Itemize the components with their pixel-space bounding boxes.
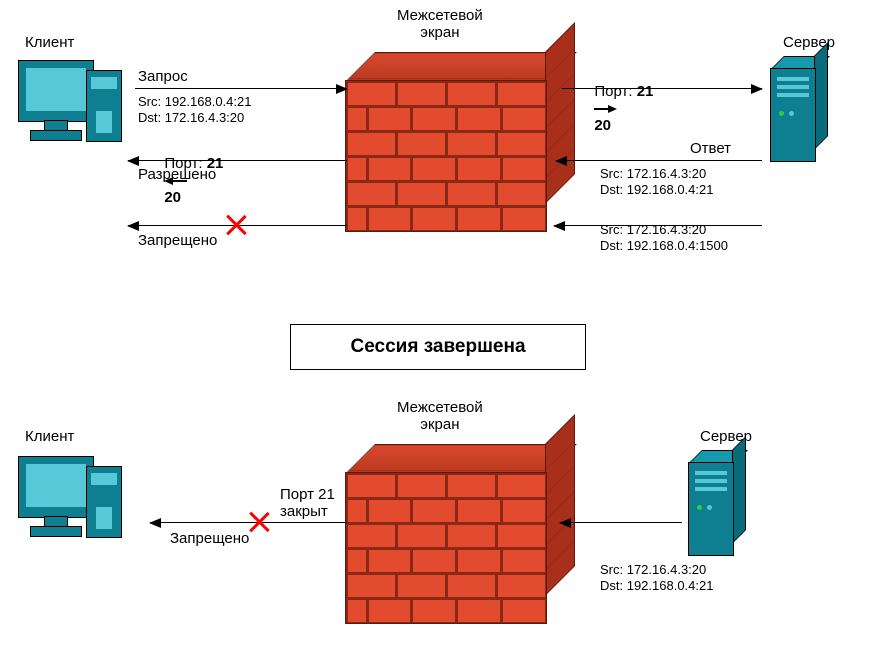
- deny2-label: Запрещено: [170, 530, 249, 547]
- port-to-2: 20: [164, 189, 181, 206]
- port-closed-label: Порт 21 закрыт: [280, 486, 335, 520]
- deny2-dst: Dst: 192.168.0.4:21: [600, 578, 713, 593]
- reply-label: Ответ: [690, 140, 731, 157]
- reply-src: Src: 172.16.4.3:20: [600, 166, 706, 181]
- deny2-src: Src: 172.16.4.3:20: [600, 562, 706, 577]
- deny-x-icon: [225, 214, 247, 236]
- deny2-x-icon: [248, 511, 270, 533]
- port-from: 21: [637, 83, 654, 100]
- firewall-label-2: Межсетевой экран: [397, 399, 483, 433]
- arrow-request-left: [135, 88, 347, 89]
- firewall-label-1: Межсетевой экран: [397, 7, 483, 41]
- deny-label: Запрещено: [138, 232, 217, 249]
- client-label-1: Клиент: [25, 34, 74, 51]
- port-fwd-label: Порт: 21 20: [586, 66, 653, 134]
- server-icon-2: [688, 450, 748, 555]
- client-icon-1: [18, 60, 128, 145]
- request-label: Запрос: [138, 68, 188, 85]
- firewall-icon-1: [345, 52, 575, 257]
- session-closed-title: Сессия завершена: [350, 336, 525, 358]
- reply-dst: Dst: 192.168.0.4:21: [600, 182, 713, 197]
- client-icon-2: [18, 456, 128, 541]
- firewall-icon-2: [345, 444, 575, 649]
- server-icon-1: [770, 56, 830, 161]
- deny-dst: Dst: 192.168.0.4:1500: [600, 238, 728, 253]
- arrow2-deny-right: [560, 522, 682, 523]
- permit-label: Разрешено: [138, 166, 216, 183]
- request-dst: Dst: 172.16.4.3:20: [138, 110, 244, 125]
- port-prefix: Порт:: [594, 83, 636, 100]
- client-label-2: Клиент: [25, 428, 74, 445]
- request-src: Src: 192.168.0.4:21: [138, 94, 251, 109]
- port-to: 20: [594, 117, 611, 134]
- session-closed-box: Сессия завершена: [290, 324, 586, 370]
- arrow-reply-right: [556, 160, 762, 161]
- deny-src: Src: 172.16.4.3:20: [600, 222, 706, 237]
